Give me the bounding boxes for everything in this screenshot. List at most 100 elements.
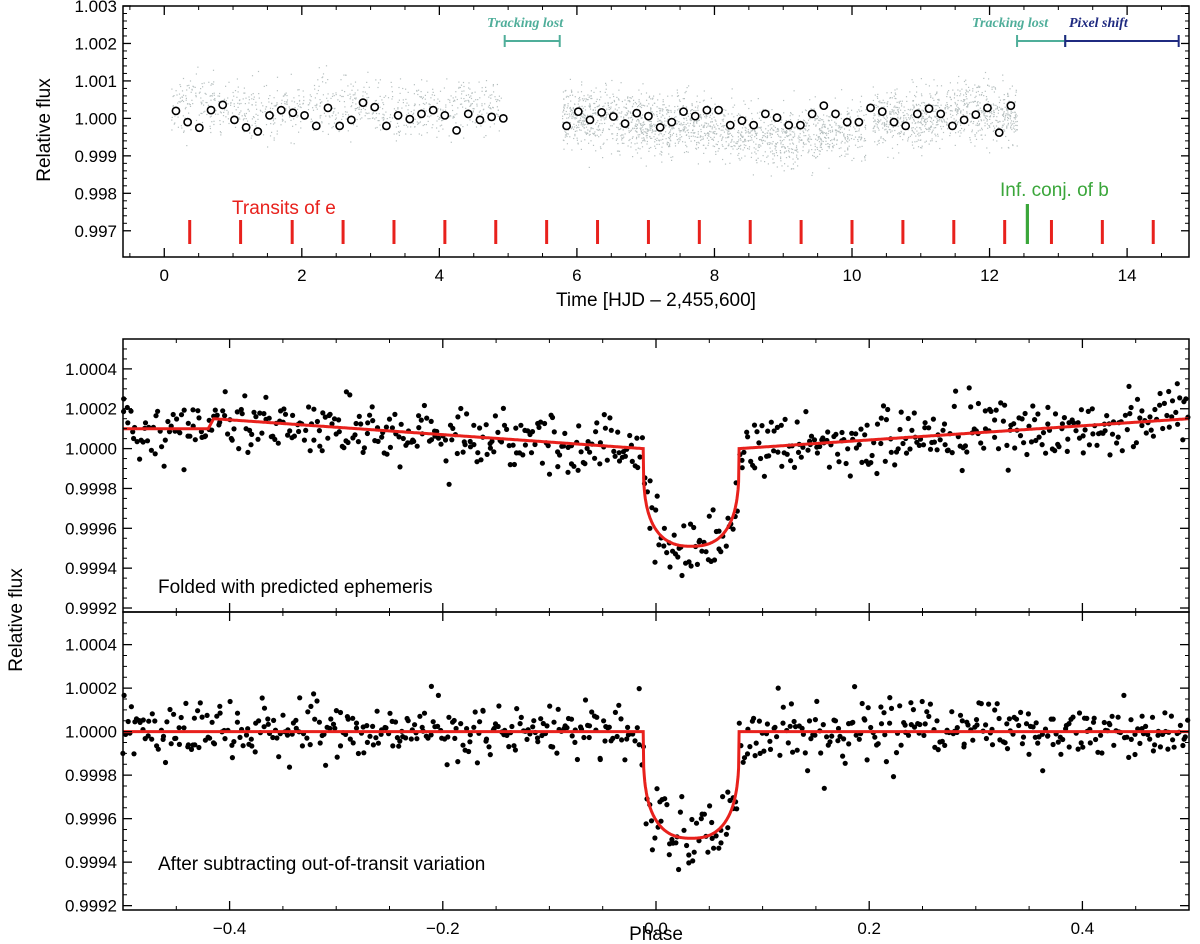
data-point: [271, 717, 277, 724]
raw-flux-point: [201, 83, 203, 85]
raw-flux-point: [974, 100, 976, 102]
raw-flux-point: [640, 106, 643, 109]
raw-flux-point: [762, 131, 764, 133]
raw-flux-point: [212, 83, 214, 85]
data-point: [334, 754, 340, 760]
raw-flux-point: [182, 100, 185, 103]
raw-flux-point: [252, 93, 254, 95]
raw-flux-point: [578, 120, 580, 122]
raw-flux-point: [276, 103, 278, 105]
raw-flux-point: [677, 105, 679, 107]
data-point: [365, 420, 371, 426]
raw-flux-point: [899, 135, 901, 138]
raw-flux-point: [965, 79, 967, 81]
raw-flux-point: [940, 104, 942, 106]
raw-flux-point: [209, 127, 211, 130]
raw-flux-point: [937, 133, 939, 135]
raw-flux-point: [993, 129, 995, 131]
data-point: [261, 705, 268, 711]
raw-flux-point: [685, 144, 687, 146]
raw-flux-point: [887, 126, 889, 128]
raw-flux-point: [496, 106, 498, 108]
raw-flux-point: [572, 112, 574, 114]
raw-flux-point: [374, 100, 376, 102]
raw-flux-point: [578, 126, 580, 129]
raw-flux-point: [497, 109, 499, 111]
raw-flux-point: [858, 130, 860, 132]
data-point: [634, 435, 640, 441]
raw-flux-point: [995, 119, 997, 121]
raw-flux-point: [893, 95, 895, 97]
raw-flux-point: [599, 123, 601, 125]
raw-flux-point: [584, 106, 586, 108]
raw-flux-point: [372, 112, 374, 114]
raw-flux-point: [236, 96, 238, 98]
data-point: [222, 389, 228, 395]
raw-flux-point: [723, 126, 725, 128]
raw-flux-point: [791, 168, 793, 170]
raw-flux-point: [230, 104, 232, 106]
raw-flux-point: [458, 86, 460, 88]
data-point: [489, 438, 495, 444]
raw-flux-point: [914, 94, 916, 97]
raw-flux-point: [382, 119, 384, 121]
binned-point: [877, 107, 887, 117]
raw-flux-point: [886, 115, 888, 117]
raw-flux-point: [657, 99, 659, 101]
raw-flux-point: [995, 104, 997, 106]
raw-flux-point: [797, 165, 799, 167]
raw-flux-point: [983, 112, 985, 114]
raw-flux-point: [917, 120, 919, 123]
data-point: [602, 738, 608, 744]
raw-flux-point: [478, 81, 480, 83]
raw-flux-point: [272, 123, 275, 125]
raw-flux-point: [770, 136, 772, 138]
raw-flux-point: [949, 135, 951, 137]
raw-flux-point: [457, 107, 459, 109]
raw-flux-point: [366, 93, 368, 95]
raw-flux-point: [322, 94, 324, 96]
raw-flux-point: [722, 158, 724, 161]
raw-flux-point: [243, 113, 246, 115]
raw-flux-point: [956, 110, 958, 112]
raw-flux-point: [986, 147, 988, 149]
raw-flux-point: [678, 123, 681, 125]
raw-flux-point: [485, 90, 487, 92]
raw-flux-point: [575, 124, 577, 126]
raw-flux-point: [916, 140, 918, 143]
data-point: [868, 460, 874, 466]
raw-flux-point: [475, 99, 477, 101]
raw-flux-point: [397, 101, 399, 103]
raw-flux-point: [269, 107, 272, 109]
raw-flux-point: [358, 108, 360, 110]
raw-flux-point: [315, 106, 317, 108]
raw-flux-point: [562, 121, 564, 123]
raw-flux-point: [234, 90, 237, 92]
binned-point: [475, 115, 485, 125]
raw-flux-point: [920, 78, 922, 80]
raw-flux-point: [780, 157, 782, 160]
raw-flux-point: [699, 136, 701, 138]
raw-flux-point: [914, 141, 916, 143]
data-point: [397, 464, 403, 470]
raw-flux-point: [228, 81, 230, 83]
raw-flux-point: [633, 99, 635, 101]
raw-flux-point: [957, 99, 959, 102]
raw-flux-point: [949, 110, 951, 112]
raw-flux-point: [448, 135, 450, 137]
data-point: [214, 713, 220, 719]
data-point: [752, 465, 758, 471]
raw-flux-point: [412, 122, 414, 125]
raw-flux-point: [872, 86, 874, 88]
data-point: [152, 451, 158, 457]
raw-flux-point: [790, 113, 792, 115]
data-point: [895, 446, 901, 452]
data-point: [647, 525, 653, 531]
raw-flux-point: [744, 126, 746, 128]
raw-flux-point: [620, 128, 622, 130]
raw-flux-point: [623, 136, 625, 138]
binned-point: [300, 110, 309, 120]
raw-flux-point: [928, 103, 930, 105]
raw-flux-point: [928, 143, 930, 145]
raw-flux-point: [682, 98, 684, 100]
